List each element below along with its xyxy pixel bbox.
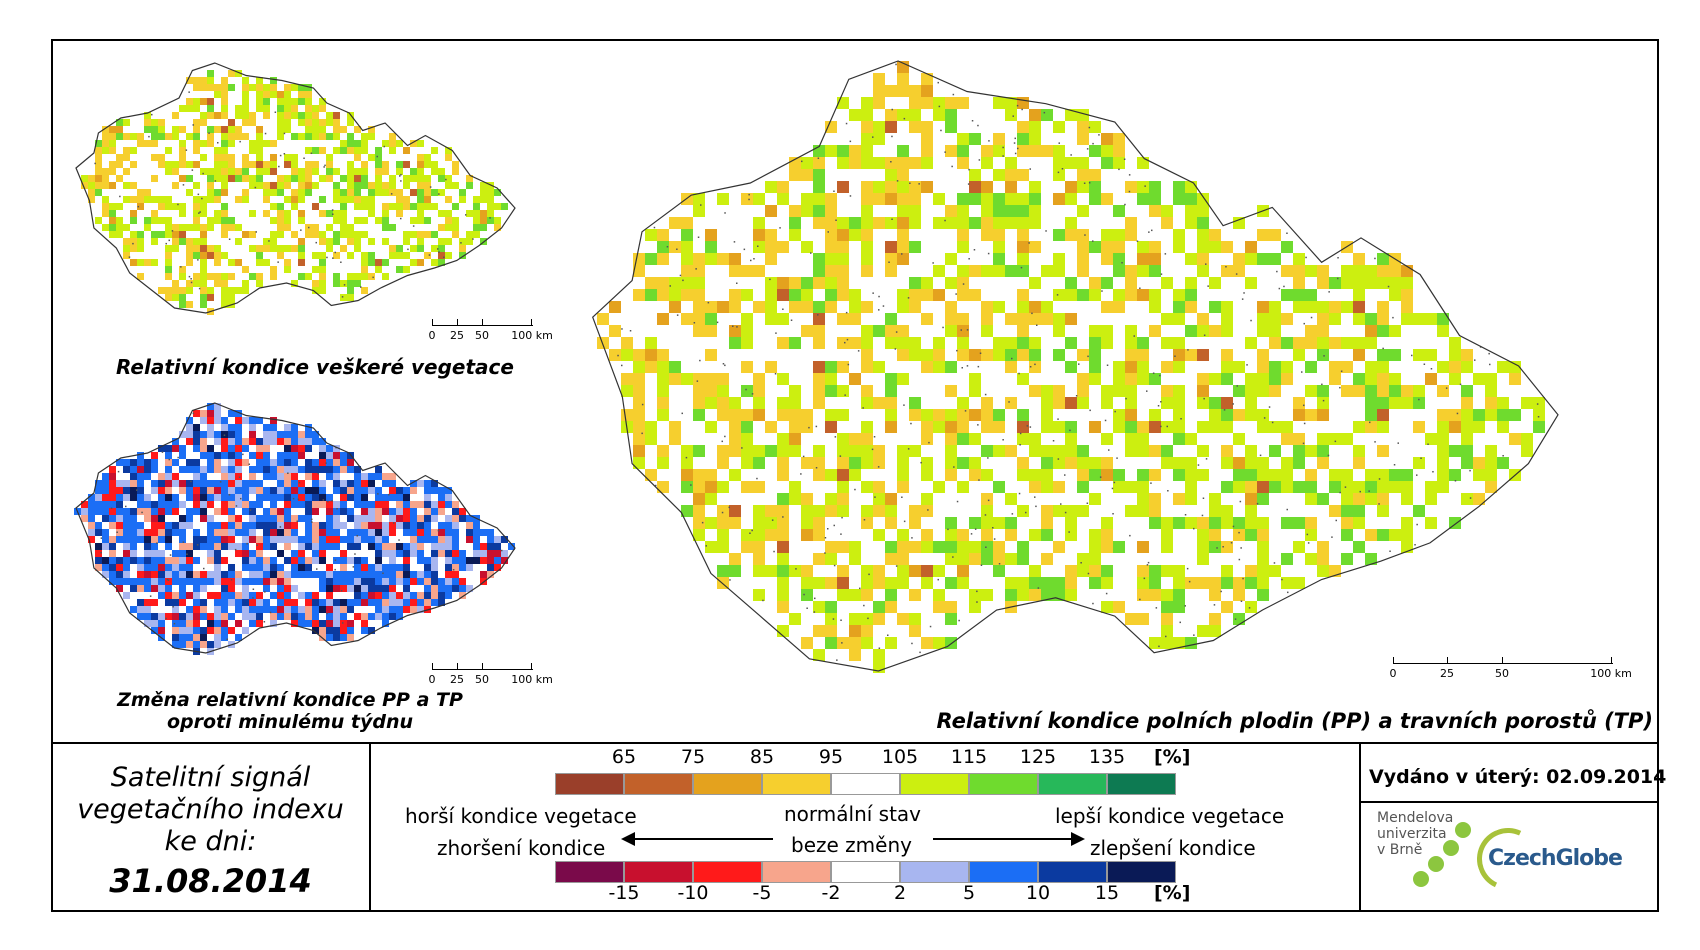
scale-label: 0 <box>428 673 436 686</box>
legend-tick-label: 135 <box>1088 746 1126 768</box>
caption-line-2: oproti minulému týdnu <box>166 711 414 733</box>
mendel-line-3: v Brně <box>1377 842 1423 858</box>
legend-tick-label: 65 <box>611 746 637 768</box>
legend-tick-label: 115 <box>950 746 988 768</box>
logo-dot <box>1428 856 1444 872</box>
czechglobe-logo: CzechGlobe <box>1488 846 1623 871</box>
scalebar-bottom-left: 0 25 50 100 km <box>428 663 553 693</box>
arrow-right <box>933 832 1085 846</box>
scale-label: 50 <box>475 673 489 686</box>
map-crops-grassland-condition <box>573 56 1658 716</box>
no-change-label: beze změny <box>791 833 912 857</box>
worse-condition-label: horší kondice vegetace <box>405 804 637 828</box>
normal-state-label: normální stav <box>784 802 922 826</box>
legend-swatch <box>900 773 969 795</box>
change-color-scale <box>555 861 1176 883</box>
legend-tick-label: 5 <box>962 882 976 904</box>
caption-crops-grassland-condition: Relativní kondice polních plodin (PP) a … <box>936 709 1653 733</box>
legend-swatch <box>555 773 624 795</box>
scale-label: 25 <box>450 329 464 342</box>
condition-color-scale <box>555 773 1176 795</box>
legend-swatch <box>762 773 831 795</box>
scale-label: 50 <box>475 329 489 342</box>
legend-swatch <box>969 861 1038 883</box>
change-unit: [%] <box>1154 882 1191 904</box>
better-condition-label: lepší kondice vegetace <box>1055 804 1285 828</box>
legend-tick-label: 15 <box>1094 882 1120 904</box>
legend-tick-label: 95 <box>818 746 844 768</box>
legend-tick-label: 10 <box>1025 882 1051 904</box>
signal-line-2: vegetačního indexu <box>77 794 344 825</box>
legend-tick-label: 105 <box>881 746 919 768</box>
legend-swatch <box>831 773 900 795</box>
signal-date: 31.08.2014 <box>109 862 312 900</box>
legend-tick-label: -5 <box>752 882 772 904</box>
legend-tick-label: 85 <box>749 746 775 768</box>
signal-description: Satelitní signál vegetačního indexu ke d… <box>53 762 368 858</box>
legend-swatch <box>1107 861 1176 883</box>
mendel-line-2: univerzita <box>1377 826 1447 842</box>
caption-line-1: Změna relativní kondice PP a TP <box>117 689 463 711</box>
legend-tick-label: -10 <box>677 882 709 904</box>
legend-tick-label: -15 <box>608 882 640 904</box>
issued-date: Vydáno v úterý: 02.09.2014 <box>1369 766 1667 788</box>
legend-panel: Satelitní signál vegetačního indexu ke d… <box>53 742 1666 912</box>
worsening-label: zhoršení kondice <box>437 836 606 860</box>
legend-swatch <box>555 861 624 883</box>
logo-dot <box>1413 871 1429 887</box>
arrow-left <box>621 832 773 846</box>
legend-tick-label: 125 <box>1019 746 1057 768</box>
legend-swatch <box>762 861 831 883</box>
logo-dot <box>1455 822 1471 838</box>
legend-swatch <box>624 861 693 883</box>
mendel-line-1: Mendelova <box>1377 810 1454 826</box>
logo-dot <box>1443 840 1459 856</box>
legend-swatch <box>624 773 693 795</box>
mendel-university-logo: Mendelova univerzita v Brně <box>1377 810 1453 858</box>
scale-label: 25 <box>1440 667 1454 680</box>
map-condition-change <box>65 401 575 681</box>
legend-tick-label: 75 <box>680 746 706 768</box>
signal-line-3: ke dni: <box>164 826 257 857</box>
scale-label: 25 <box>450 673 464 686</box>
scale-label: 50 <box>1495 667 1509 680</box>
legend-swatch <box>1038 773 1107 795</box>
legend-swatch <box>1107 773 1176 795</box>
figure-frame: 0 25 50 100 km Relativní kondice veškeré… <box>51 39 1666 912</box>
scalebar-top-left: 0 25 50 100 km <box>428 319 553 349</box>
legend-swatch <box>831 861 900 883</box>
legend-tick-label: 2 <box>893 882 907 904</box>
scale-label: 100 km <box>511 329 553 342</box>
scale-label: 0 <box>428 329 436 342</box>
country-border <box>591 60 1559 672</box>
caption-vegetation-condition: Relativní kondice veškeré vegetace <box>116 355 514 379</box>
scalebar-main: 0 25 50 100 km <box>1389 657 1632 687</box>
legend-swatch <box>693 773 762 795</box>
scale-label: 0 <box>1389 667 1397 680</box>
legend-swatch <box>969 773 1038 795</box>
signal-line-1: Satelitní signál <box>110 762 311 793</box>
country-border <box>75 62 516 314</box>
caption-condition-change: Změna relativní kondice PP a TP oproti m… <box>65 689 515 733</box>
legend-swatch <box>900 861 969 883</box>
country-border <box>75 402 516 654</box>
legend-swatch <box>1038 861 1107 883</box>
condition-unit: [%] <box>1154 746 1191 768</box>
scale-label: 100 km <box>1590 667 1632 680</box>
legend-tick-label: -2 <box>821 882 841 904</box>
map-vegetation-condition <box>65 61 575 346</box>
scale-label: 100 km <box>511 673 553 686</box>
improvement-label: zlepšení kondice <box>1090 836 1256 860</box>
legend-swatch <box>693 861 762 883</box>
